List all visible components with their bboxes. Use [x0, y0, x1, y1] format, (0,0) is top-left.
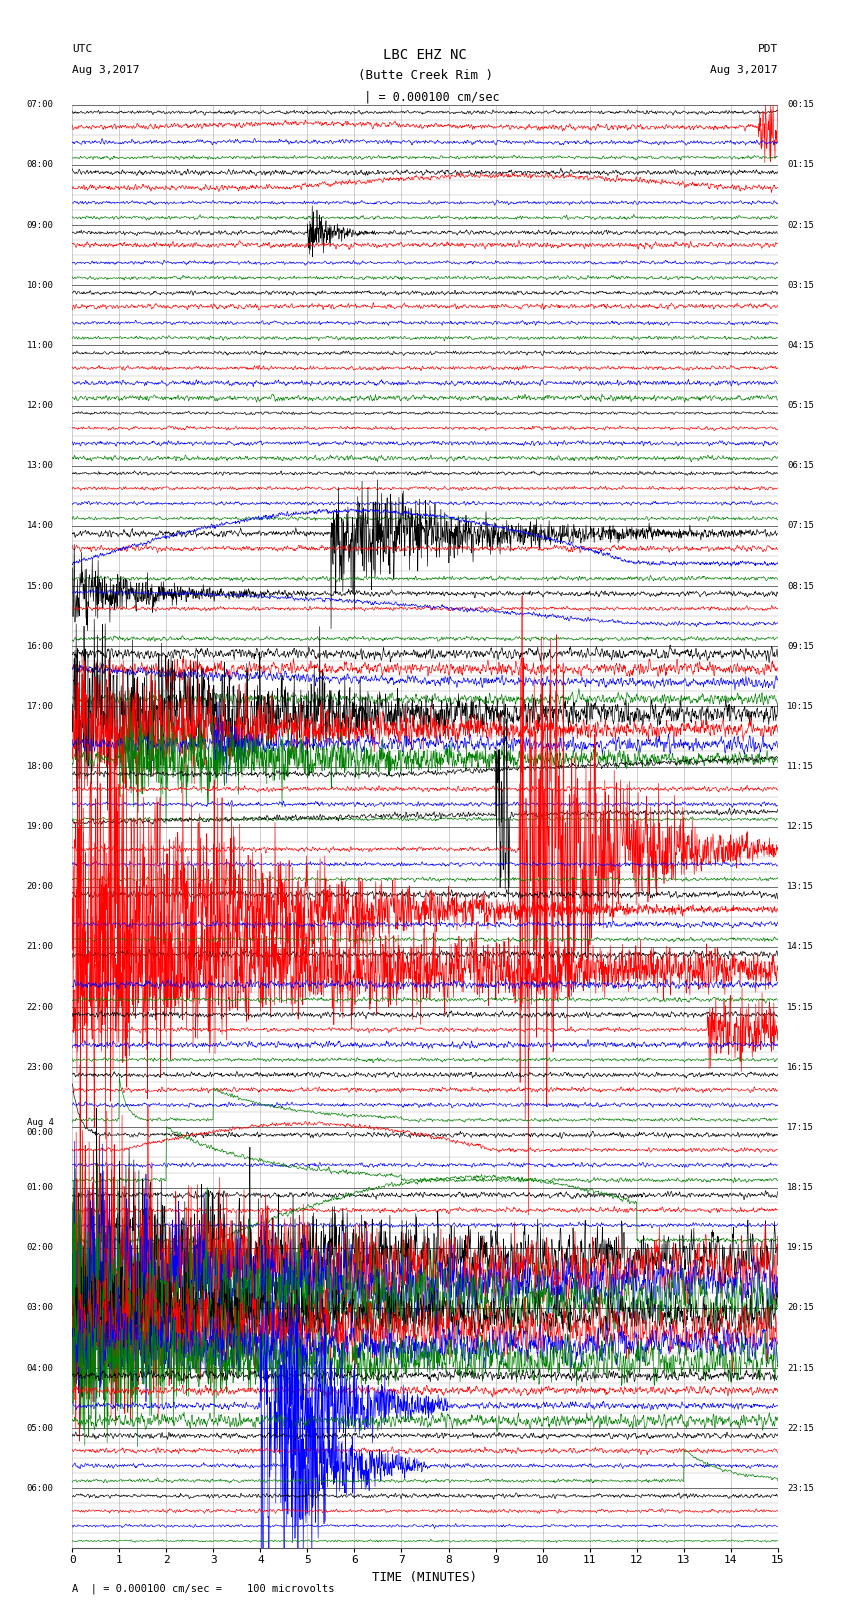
Text: UTC: UTC [72, 44, 93, 53]
Text: 20:00: 20:00 [26, 882, 54, 892]
X-axis label: TIME (MINUTES): TIME (MINUTES) [372, 1571, 478, 1584]
Text: PDT: PDT [757, 44, 778, 53]
Text: 23:00: 23:00 [26, 1063, 54, 1071]
Text: 07:15: 07:15 [787, 521, 814, 531]
Text: 13:00: 13:00 [26, 461, 54, 471]
Text: 01:15: 01:15 [787, 161, 814, 169]
Text: A  | = 0.000100 cm/sec =    100 microvolts: A | = 0.000100 cm/sec = 100 microvolts [72, 1582, 335, 1594]
Text: 19:15: 19:15 [787, 1244, 814, 1252]
Text: 01:00: 01:00 [26, 1182, 54, 1192]
Text: 21:15: 21:15 [787, 1363, 814, 1373]
Text: 03:00: 03:00 [26, 1303, 54, 1313]
Text: 05:00: 05:00 [26, 1424, 54, 1432]
Text: 14:15: 14:15 [787, 942, 814, 952]
Text: (Butte Creek Rim ): (Butte Creek Rim ) [358, 69, 492, 82]
Text: 15:00: 15:00 [26, 582, 54, 590]
Text: 19:00: 19:00 [26, 823, 54, 831]
Text: 11:00: 11:00 [26, 340, 54, 350]
Text: 10:15: 10:15 [787, 702, 814, 711]
Text: 02:00: 02:00 [26, 1244, 54, 1252]
Text: 06:15: 06:15 [787, 461, 814, 471]
Text: 17:15: 17:15 [787, 1123, 814, 1132]
Text: 05:15: 05:15 [787, 402, 814, 410]
Text: 04:15: 04:15 [787, 340, 814, 350]
Text: 21:00: 21:00 [26, 942, 54, 952]
Text: LBC EHZ NC: LBC EHZ NC [383, 48, 467, 63]
Text: 02:15: 02:15 [787, 221, 814, 229]
Text: 15:15: 15:15 [787, 1003, 814, 1011]
Text: 13:15: 13:15 [787, 882, 814, 892]
Text: 08:15: 08:15 [787, 582, 814, 590]
Text: 00:15: 00:15 [787, 100, 814, 110]
Text: 16:00: 16:00 [26, 642, 54, 650]
Text: 09:00: 09:00 [26, 221, 54, 229]
Text: 23:15: 23:15 [787, 1484, 814, 1492]
Text: 07:00: 07:00 [26, 100, 54, 110]
Text: Aug 3,2017: Aug 3,2017 [711, 65, 778, 74]
Text: 17:00: 17:00 [26, 702, 54, 711]
Text: 10:00: 10:00 [26, 281, 54, 290]
Text: 12:00: 12:00 [26, 402, 54, 410]
Text: 11:15: 11:15 [787, 761, 814, 771]
Text: 22:00: 22:00 [26, 1003, 54, 1011]
Text: 06:00: 06:00 [26, 1484, 54, 1492]
Text: 18:00: 18:00 [26, 761, 54, 771]
Text: 12:15: 12:15 [787, 823, 814, 831]
Text: | = 0.000100 cm/sec: | = 0.000100 cm/sec [350, 90, 500, 103]
Text: 20:15: 20:15 [787, 1303, 814, 1313]
Text: 09:15: 09:15 [787, 642, 814, 650]
Text: 18:15: 18:15 [787, 1182, 814, 1192]
Text: 22:15: 22:15 [787, 1424, 814, 1432]
Text: 14:00: 14:00 [26, 521, 54, 531]
Text: 08:00: 08:00 [26, 161, 54, 169]
Text: 04:00: 04:00 [26, 1363, 54, 1373]
Text: Aug 3,2017: Aug 3,2017 [72, 65, 139, 74]
Text: 03:15: 03:15 [787, 281, 814, 290]
Text: Aug 4
00:00: Aug 4 00:00 [26, 1118, 54, 1137]
Text: 16:15: 16:15 [787, 1063, 814, 1071]
